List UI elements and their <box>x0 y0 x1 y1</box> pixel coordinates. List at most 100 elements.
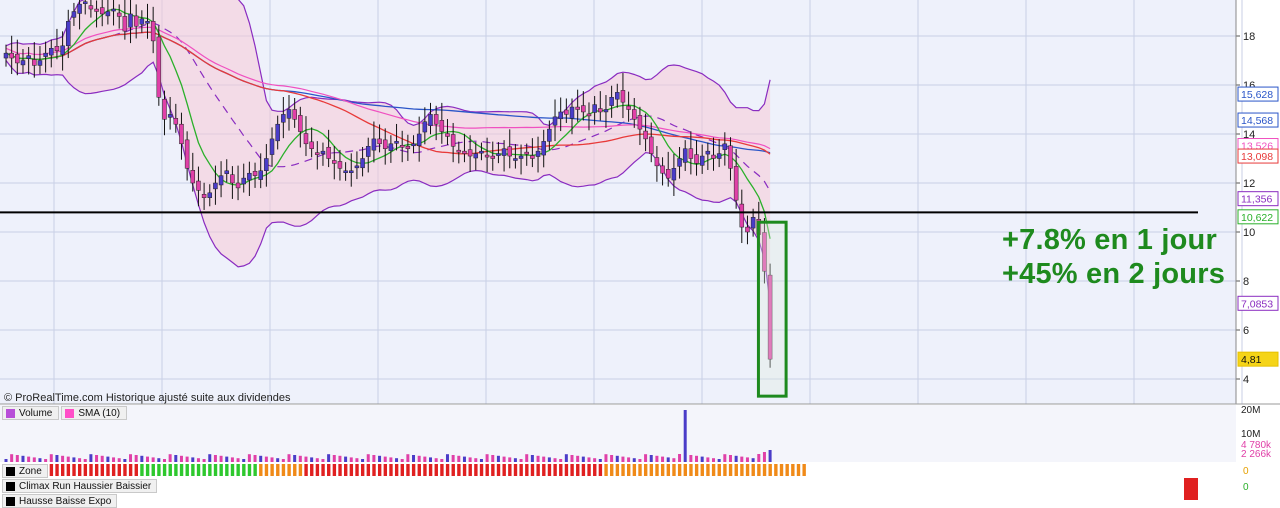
zone-bar <box>768 464 772 476</box>
zone-bar <box>428 464 433 476</box>
volume-bar <box>661 456 665 462</box>
candle-body <box>564 109 569 115</box>
legend-volume-label: Volume <box>19 407 53 419</box>
zone-bar <box>802 464 806 476</box>
zone-bar <box>740 464 744 476</box>
volume-bar <box>4 459 8 462</box>
volume-bar <box>191 457 195 462</box>
volume-bar <box>502 456 506 462</box>
legend-volume[interactable]: Volume <box>2 406 60 420</box>
volume-bar <box>445 454 449 462</box>
candle-body <box>179 123 184 145</box>
indicator-expo[interactable]: Hausse Baisse Expo <box>2 494 118 508</box>
volume-bar <box>412 455 416 462</box>
zone-bar <box>468 464 472 476</box>
volume-bar <box>162 459 166 462</box>
candle-body <box>167 114 173 118</box>
price-label-text: 15,628 <box>1241 89 1273 101</box>
volume-bar <box>525 454 529 462</box>
candle-body <box>626 105 631 110</box>
volume-bar <box>366 454 370 462</box>
candle-body <box>479 150 484 154</box>
climax-value: 0 <box>1243 482 1249 493</box>
zone-bar <box>440 464 444 476</box>
volume-bar <box>174 455 178 462</box>
zone-bar <box>779 464 784 476</box>
zone-bar <box>700 464 704 476</box>
zone-bar <box>366 464 371 476</box>
candle-body <box>456 149 462 153</box>
candle-body <box>298 115 303 132</box>
volume-bar <box>695 455 699 462</box>
zone-bar <box>734 464 738 476</box>
candle-body <box>399 145 405 148</box>
volume-bar <box>55 455 59 462</box>
candle-body <box>377 138 382 145</box>
climax-swatch <box>6 481 15 491</box>
volume-bar <box>61 455 65 462</box>
zone-bar <box>774 464 778 476</box>
volume-bar <box>196 458 200 462</box>
candle-body <box>473 153 479 159</box>
zone-bar <box>349 464 354 476</box>
candle-body <box>694 154 699 164</box>
candle-body <box>213 182 218 190</box>
zone-bar <box>247 464 252 476</box>
volume-bar <box>327 454 331 462</box>
zone-bar <box>174 464 178 476</box>
volume-bar <box>740 456 744 462</box>
zone-bar <box>276 464 280 476</box>
zone-bar <box>253 464 257 476</box>
zone-bar <box>711 464 716 476</box>
indicator-zone[interactable]: Zone <box>2 464 48 478</box>
volume-bar <box>638 459 642 462</box>
volume-bar <box>242 459 246 462</box>
candle-body <box>343 170 348 173</box>
candle-body <box>82 1 88 4</box>
zone-bar <box>423 464 427 476</box>
candle-body <box>207 192 213 198</box>
indicator-climax[interactable]: Climax Run Haussier Baissier <box>2 479 158 493</box>
zone-bar <box>502 464 506 476</box>
volume-bar <box>129 454 133 462</box>
candle-body <box>733 166 739 201</box>
volume-bar <box>468 457 472 462</box>
zone-bar <box>666 464 671 476</box>
volume-bar <box>406 454 410 462</box>
candle-body <box>241 177 246 185</box>
expo-swatch <box>6 496 15 506</box>
candle-body <box>592 104 597 113</box>
zone-bar <box>151 464 155 476</box>
price-label-box <box>1237 351 1279 367</box>
legend-sma[interactable]: SMA (10) <box>61 406 128 420</box>
volume-bar <box>457 455 461 462</box>
zone-bar <box>728 464 733 476</box>
volume-bar <box>496 455 500 462</box>
bollinger-band-fill <box>6 0 771 303</box>
climax-bar <box>1184 478 1198 500</box>
candle-body <box>581 105 586 113</box>
zone-bar <box>270 464 274 476</box>
candle-body <box>128 13 133 28</box>
sma-green-line <box>5 8 771 239</box>
candle-body <box>281 114 286 123</box>
candle-body <box>462 150 467 154</box>
zone-bar <box>128 464 133 476</box>
sma-swatch <box>65 408 75 418</box>
candle-body <box>94 8 99 12</box>
volume-bar <box>621 456 625 462</box>
volume-bar <box>168 454 172 462</box>
zone-bar <box>61 464 65 476</box>
zone-bar <box>717 464 721 476</box>
volume-bar <box>208 454 212 462</box>
volume-bar <box>310 457 314 462</box>
zone-bar <box>179 464 184 476</box>
volume-bar <box>372 455 376 462</box>
zone-bar <box>587 464 591 476</box>
candle-body <box>20 60 26 66</box>
zone-bar <box>547 464 552 476</box>
zone-bar <box>706 464 710 476</box>
volume-bar <box>287 454 291 462</box>
